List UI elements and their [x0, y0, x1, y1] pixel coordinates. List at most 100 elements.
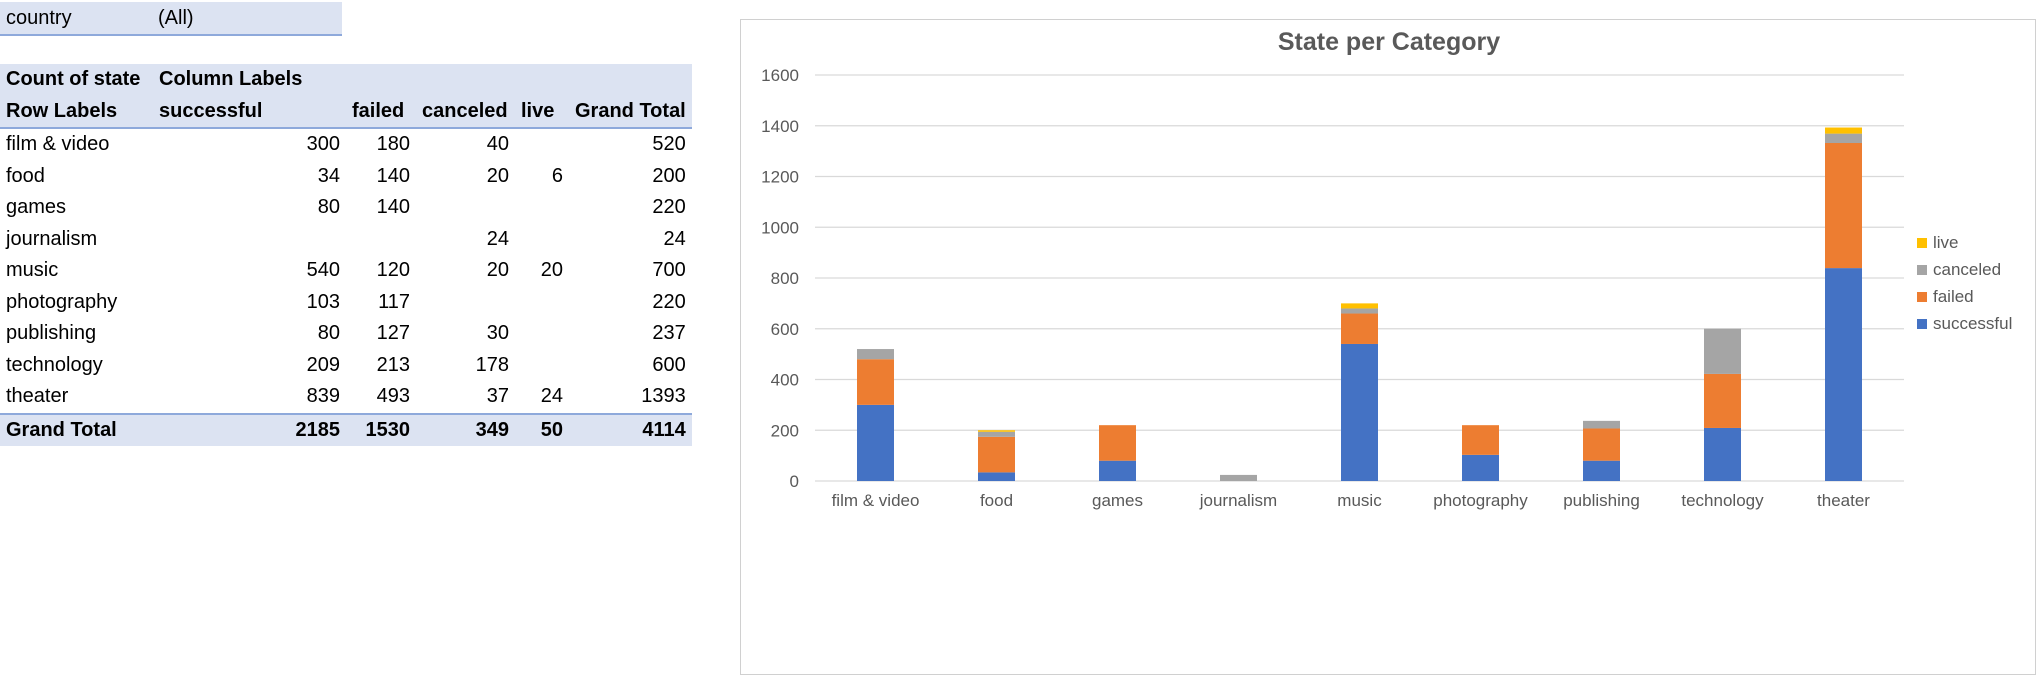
bar-segment-canceled[interactable]	[1704, 328, 1741, 374]
value-cell[interactable]	[515, 350, 569, 382]
value-cell[interactable]: 237	[652, 322, 686, 345]
report-filter[interactable]: country (All)	[0, 2, 342, 36]
bar-segment-successful[interactable]	[1341, 343, 1378, 481]
stacked-bar-chart[interactable]: State per Category 0 200 400 600 800 1000 1200…	[740, 19, 2036, 675]
value-cell[interactable]: 24	[486, 227, 509, 250]
value-cell[interactable]: 30	[486, 322, 509, 345]
bar-segment-failed[interactable]	[1583, 428, 1620, 461]
row-label[interactable]: photography	[6, 290, 118, 313]
bar-segment-successful[interactable]	[1825, 268, 1862, 481]
row-label[interactable]: music	[6, 259, 59, 282]
value-cell[interactable]: 493	[376, 385, 410, 408]
value-cell[interactable]	[515, 287, 569, 319]
bar-segment-canceled[interactable]	[1825, 133, 1862, 144]
value-cell[interactable]: 120	[376, 259, 410, 282]
legend-label: canceled	[1933, 260, 2001, 279]
value-cell[interactable]: 349	[416, 412, 515, 446]
bar-segment-live[interactable]	[1825, 127, 1862, 134]
value-cell[interactable]: 220	[652, 290, 686, 313]
filter-value[interactable]: (All)	[158, 7, 194, 29]
value-cell[interactable]	[515, 318, 569, 350]
bar-segment-failed[interactable]	[978, 436, 1015, 473]
row-label[interactable]: publishing	[6, 322, 97, 345]
row-label[interactable]: technology	[6, 353, 103, 376]
legend-item[interactable]: canceled	[1917, 260, 2001, 279]
table-row: technology 209 213 178 600	[0, 350, 692, 382]
bar-segment-live[interactable]	[978, 430, 1015, 432]
bar-segment-failed[interactable]	[1341, 313, 1378, 344]
table-row: theater 839 493 37 24 1393	[0, 381, 692, 414]
bar-segment-successful[interactable]	[1099, 460, 1136, 481]
value-cell[interactable]: 300	[306, 133, 340, 156]
value-cell[interactable]	[153, 224, 346, 256]
value-cell[interactable]: 1530	[346, 412, 416, 446]
row-label[interactable]: film & video	[6, 133, 110, 156]
bar-segment-successful[interactable]	[1583, 460, 1620, 481]
bar-segment-successful[interactable]	[1704, 427, 1741, 481]
value-cell[interactable]: 40	[486, 133, 509, 156]
value-cell[interactable]: 37	[486, 385, 509, 408]
value-cell[interactable]: 24	[663, 227, 686, 250]
value-cell[interactable]: 20	[486, 259, 509, 282]
value-cell[interactable]: 20	[540, 259, 563, 282]
bar-segment-canceled[interactable]	[978, 431, 1015, 437]
value-cell[interactable]: 209	[306, 353, 340, 376]
value-cell[interactable]: 140	[376, 196, 410, 219]
value-cell[interactable]: 127	[376, 322, 410, 345]
value-cell[interactable]	[346, 224, 416, 256]
value-cell[interactable]: 117	[378, 290, 410, 313]
row-label[interactable]: theater	[6, 385, 69, 408]
bar-segment-live[interactable]	[1341, 303, 1378, 309]
value-cell[interactable]: 80	[317, 196, 340, 219]
bar-segment-canceled[interactable]	[857, 349, 894, 360]
value-cell[interactable]: 1393	[641, 385, 686, 408]
row-label[interactable]: food	[6, 164, 45, 187]
value-cell[interactable]: 600	[652, 353, 686, 376]
value-cell[interactable]: 50	[515, 412, 569, 446]
bar-segment-canceled[interactable]	[1341, 308, 1378, 314]
bar-segment-failed[interactable]	[1825, 143, 1862, 269]
value-cell[interactable]	[416, 287, 515, 319]
bar-segment-canceled[interactable]	[1583, 420, 1620, 429]
bar-segment-canceled[interactable]	[1220, 474, 1257, 481]
bar-segment-failed[interactable]	[1462, 425, 1499, 455]
value-cell[interactable]: 80	[317, 322, 340, 345]
bar-segment-failed[interactable]	[1099, 425, 1136, 461]
value-cell[interactable]	[515, 192, 569, 224]
value-cell[interactable]: 540	[306, 259, 340, 282]
row-label[interactable]: Grand Total	[0, 412, 153, 446]
value-cell[interactable]: 180	[376, 133, 410, 156]
value-cell[interactable]	[416, 192, 515, 224]
legend-item[interactable]: live	[1917, 233, 1959, 252]
value-cell[interactable]: 2185	[153, 412, 346, 446]
row-labels-dropdown[interactable]: Row Labels	[0, 95, 153, 129]
bar-segment-successful[interactable]	[978, 472, 1015, 481]
row-label[interactable]: games	[6, 196, 67, 219]
value-cell[interactable]: 700	[652, 259, 686, 282]
row-label[interactable]: journalism	[6, 227, 98, 250]
value-cell[interactable]: 20	[486, 164, 509, 187]
value-cell[interactable]: 178	[475, 353, 509, 376]
value-cell[interactable]: 839	[306, 385, 340, 408]
bar-segment-successful[interactable]	[1462, 454, 1499, 481]
value-cell[interactable]: 140	[376, 164, 410, 187]
bar-segment-failed[interactable]	[857, 359, 894, 405]
value-cell[interactable]: 200	[652, 164, 686, 187]
bar-segment-failed[interactable]	[1704, 373, 1741, 428]
value-cell[interactable]	[515, 128, 569, 161]
value-cell[interactable]: 520	[652, 133, 686, 156]
column-labels-dropdown[interactable]: Column Labels	[153, 64, 346, 96]
value-cell[interactable]: 220	[652, 196, 686, 219]
y-tick-label: 1200	[761, 168, 799, 187]
value-cell[interactable]: 103	[306, 290, 340, 313]
value-cell[interactable]: 6	[551, 164, 563, 187]
legend-item[interactable]: successful	[1917, 314, 2012, 333]
value-cell[interactable]: 213	[376, 353, 410, 376]
value-cell[interactable]: 24	[540, 385, 563, 408]
value-cell[interactable]: 34	[317, 164, 340, 187]
pivot-column-header-row: Row Labels successful failed canceled li…	[0, 95, 692, 129]
value-cell[interactable]	[515, 224, 569, 256]
legend-item[interactable]: failed	[1917, 287, 1974, 306]
bar-segment-successful[interactable]	[857, 404, 894, 481]
value-cell[interactable]: 4114	[569, 412, 692, 446]
